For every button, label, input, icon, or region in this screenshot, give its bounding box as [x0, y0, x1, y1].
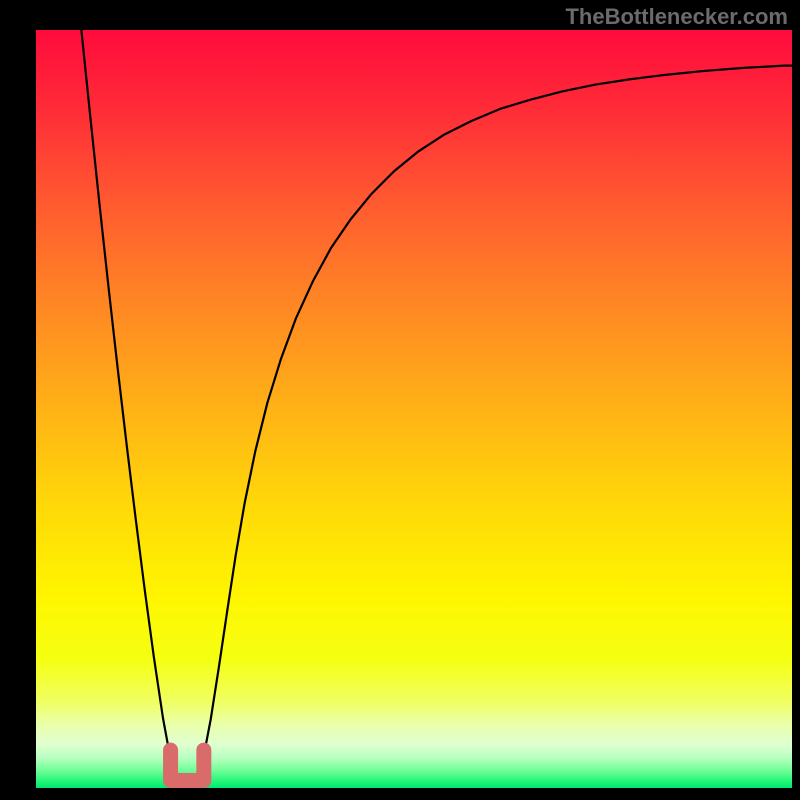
gradient-background	[36, 30, 792, 788]
figure-container: TheBottlenecker.com	[0, 0, 800, 800]
watermark-text: TheBottlenecker.com	[565, 4, 788, 30]
plot-area	[36, 30, 792, 788]
chart-svg	[36, 30, 792, 788]
